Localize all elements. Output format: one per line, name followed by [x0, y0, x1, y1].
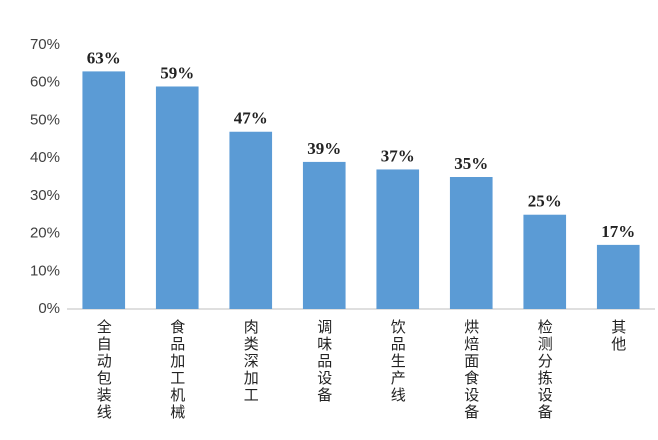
x-tick-label: 其他 — [609, 319, 627, 353]
data-label: 37% — [381, 146, 415, 165]
y-tick-label: 50% — [30, 111, 60, 128]
bar — [596, 244, 640, 309]
x-tick-label: 肉类深加工 — [242, 319, 260, 404]
bar — [155, 86, 199, 309]
data-label: 25% — [528, 192, 562, 211]
data-label: 47% — [234, 109, 268, 128]
y-tick-label: 0% — [38, 300, 60, 317]
x-tick-label: 食品加工机械 — [168, 319, 186, 421]
bar — [376, 169, 420, 309]
y-tick-label: 10% — [30, 262, 60, 279]
data-label: 17% — [601, 222, 635, 241]
bar — [449, 177, 493, 309]
x-tick-label: 检测分拣设备 — [536, 319, 554, 421]
data-label: 63% — [87, 48, 121, 67]
x-tick-label: 调味品设备 — [315, 319, 333, 404]
x-tick-label: 全自动包装线 — [95, 318, 113, 421]
bar — [82, 71, 126, 310]
data-label: 59% — [160, 63, 194, 82]
y-tick-label: 20% — [30, 225, 60, 242]
y-tick-label: 60% — [30, 74, 60, 91]
bar — [302, 161, 346, 309]
bar — [523, 214, 567, 309]
y-tick-label: 70% — [30, 36, 60, 53]
y-tick-label: 30% — [30, 187, 60, 204]
y-tick-label: 40% — [30, 149, 60, 166]
data-label: 39% — [307, 139, 341, 158]
x-tick-label: 烘焙面食设备 — [462, 319, 480, 421]
data-label: 35% — [454, 154, 488, 173]
x-tick-label: 饮品生产线 — [389, 319, 407, 404]
bar — [229, 131, 273, 309]
